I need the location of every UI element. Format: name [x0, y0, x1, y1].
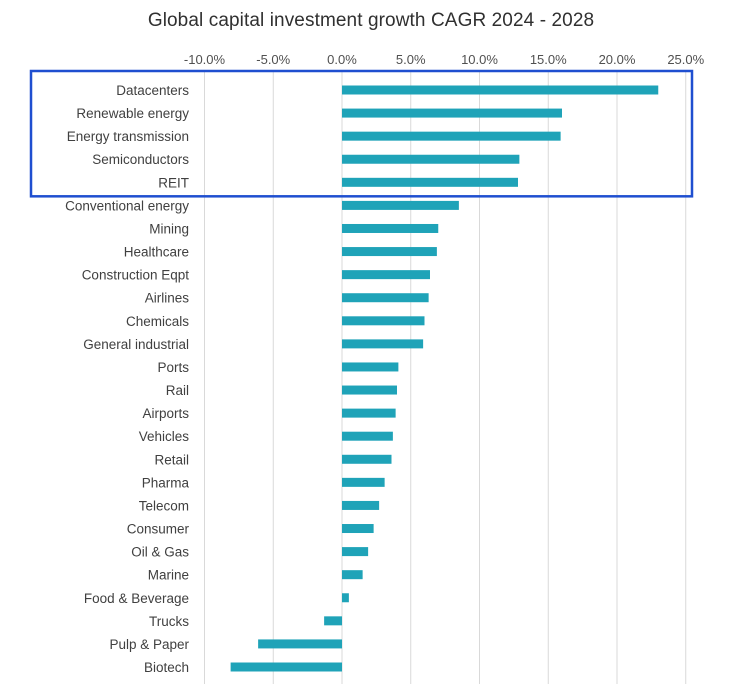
bar: [342, 247, 437, 257]
category-label: Retail: [154, 452, 189, 467]
category-label: Telecom: [139, 498, 189, 513]
bar: [342, 223, 439, 233]
bar: [342, 177, 518, 187]
bar: [342, 293, 429, 303]
highlight-box: [29, 69, 694, 198]
bar: [342, 500, 380, 510]
bar: [342, 524, 374, 534]
category-label: General industrial: [83, 337, 189, 352]
category-label: Consumer: [127, 522, 190, 537]
category-label: Semiconductors: [92, 152, 189, 167]
bar: [342, 200, 459, 210]
x-tick-label: 15.0%: [530, 52, 567, 67]
x-tick-label: 25.0%: [667, 52, 704, 67]
category-label: Airports: [142, 406, 189, 421]
category-label: Energy transmission: [67, 129, 189, 144]
category-label: Datacenters: [116, 83, 189, 98]
bar: [342, 154, 520, 164]
category-label: Airlines: [145, 291, 190, 306]
x-tick-label: 20.0%: [599, 52, 636, 67]
bar: [342, 547, 369, 557]
category-label: Chemicals: [126, 314, 189, 329]
bar: [342, 339, 424, 349]
bar: [342, 131, 561, 141]
bar: [342, 385, 397, 395]
category-label: Marine: [148, 568, 189, 583]
bar: [342, 85, 659, 95]
x-tick-label: -5.0%: [256, 52, 290, 67]
category-label: Pulp & Paper: [109, 637, 189, 652]
chart-title: Global capital investment growth CAGR 20…: [147, 10, 595, 31]
category-label: Vehicles: [139, 429, 190, 444]
bar: [258, 639, 342, 649]
bar: [342, 593, 349, 603]
category-label: REIT: [158, 175, 189, 190]
category-label: Renewable energy: [76, 106, 189, 121]
category-label: Rail: [166, 383, 189, 398]
category-label: Biotech: [144, 660, 189, 675]
x-tick-label: 0.0%: [327, 52, 357, 67]
category-label: Oil & Gas: [131, 545, 189, 560]
category-label: Conventional energy: [65, 198, 189, 213]
x-tick-label: -10.0%: [184, 52, 226, 67]
category-label: Trucks: [149, 614, 189, 629]
x-tick-label: 5.0%: [396, 52, 426, 67]
bar: [342, 570, 363, 580]
bar: [342, 408, 396, 418]
x-tick-label: 10.0%: [461, 52, 498, 67]
category-label: Mining: [149, 221, 189, 236]
bar: [342, 362, 399, 372]
category-label: Ports: [157, 360, 189, 375]
bar: [342, 316, 425, 326]
category-label: Healthcare: [124, 245, 189, 260]
category-label: Construction Eqpt: [82, 268, 190, 283]
bar: [230, 662, 342, 672]
bar: [342, 108, 562, 118]
bar: [342, 431, 393, 441]
bar: [342, 477, 385, 487]
bar: [324, 616, 342, 626]
category-label: Food & Beverage: [84, 591, 189, 606]
bar: [342, 454, 392, 464]
bar: [342, 270, 430, 280]
category-label: Pharma: [142, 475, 190, 490]
